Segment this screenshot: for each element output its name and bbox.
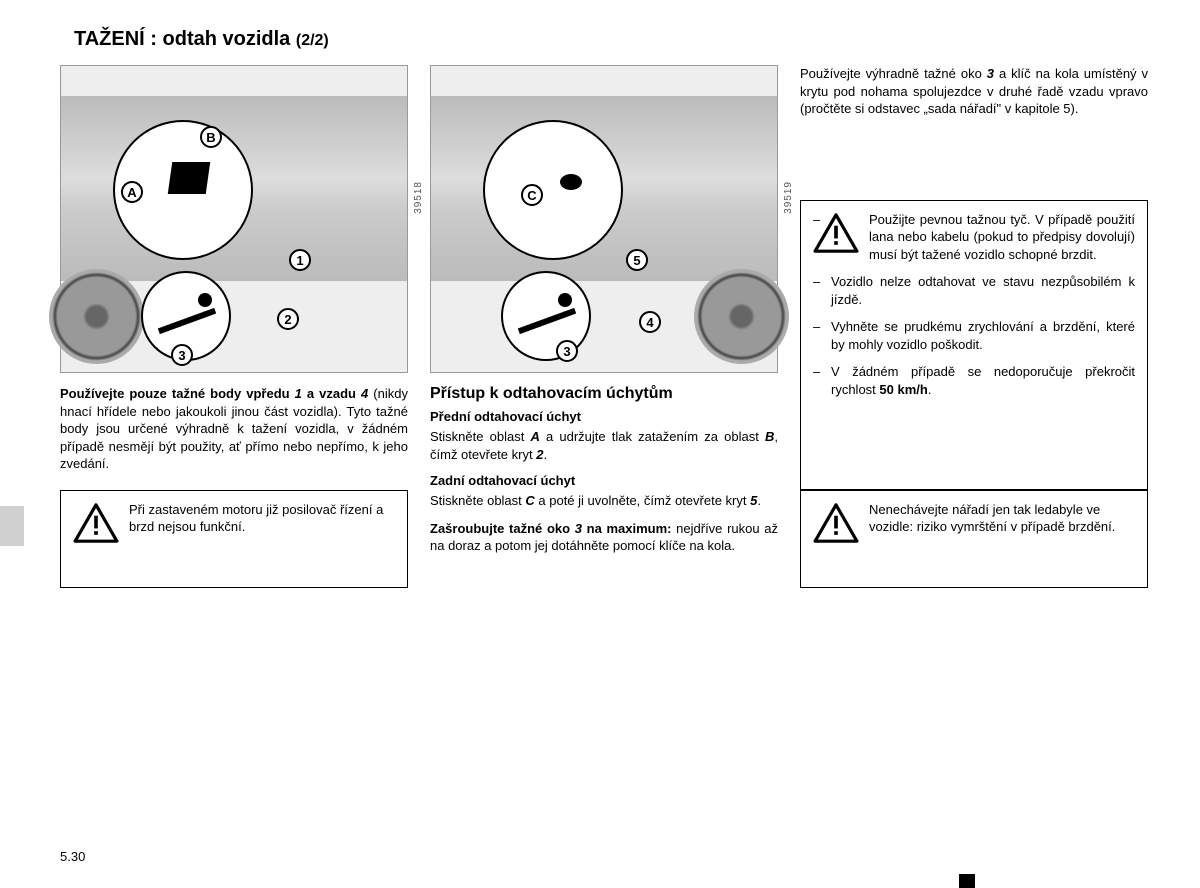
label-C: C <box>521 184 543 206</box>
wrench-shape <box>158 308 216 334</box>
side-tab <box>0 506 24 546</box>
warn-item-4: V žádném případě se nedoporučuje překroč… <box>813 363 1135 398</box>
label-1: 1 <box>289 249 311 271</box>
label-4: 4 <box>639 311 661 333</box>
content-columns: 39518 A B 1 2 3 Používejte pouze tažné b… <box>60 65 1150 588</box>
col2-heading: Přístup k odtahovacím úchytům <box>430 385 778 403</box>
col2-sub1: Přední odtahovací úchyt <box>430 409 778 424</box>
warn-item-3: Vyhněte se prudkému zrychlování a brzděn… <box>813 318 1135 353</box>
cover-shape <box>168 162 210 194</box>
label-B: B <box>200 126 222 148</box>
label-5: 5 <box>626 249 648 271</box>
label-A: A <box>121 181 143 203</box>
col1-para1: Používejte pouze tažné body vpředu 1 a v… <box>60 385 408 473</box>
wheel-illustration <box>49 269 144 364</box>
col2-p2: Stiskněte oblast C a poté ji uvolněte, č… <box>430 492 778 510</box>
warning-icon <box>813 503 859 543</box>
eye-shape <box>558 293 572 307</box>
wheel-illustration <box>694 269 789 364</box>
column-2: 39519 C 5 4 3 Přístup k odtahovacím úchy… <box>430 65 778 588</box>
warn-item-1: Použijte pevnou tažnou tyč. V případě po… <box>813 211 1135 264</box>
cover-shape <box>560 174 582 190</box>
label-3: 3 <box>171 344 193 366</box>
figure-front-tow: 39518 A B 1 2 3 <box>60 65 408 373</box>
page-number: 5.30 <box>60 849 85 864</box>
warning-box-tools: Nenechávejte nářadí jen tak ledabyle ve … <box>800 490 1148 588</box>
label-2: 2 <box>277 308 299 330</box>
col2-sub2: Zadní odtahovací úchyt <box>430 473 778 488</box>
title-main: TAŽENÍ : odtah vozidla <box>74 28 290 50</box>
column-3: Používejte výhradně tažné oko 3 a klíč n… <box>800 65 1148 588</box>
warn-item-2: Vozidlo nelze odtahovat ve stavu nezpůso… <box>813 273 1135 308</box>
crop-marker <box>959 874 975 888</box>
callout-cover-rear <box>483 120 623 260</box>
warning-text: Nenechávejte nářadí jen tak ledabyle ve … <box>869 502 1115 535</box>
figure-id: 39518 <box>413 181 424 214</box>
warning-box-steering: Při zastaveném motoru již posilovač říze… <box>60 490 408 588</box>
warning-text: Při zastaveném motoru již posilovač říze… <box>129 502 383 535</box>
label-3b: 3 <box>556 340 578 362</box>
eye-shape <box>198 293 212 307</box>
col3-top: Používejte výhradně tažné oko 3 a klíč n… <box>800 65 1148 118</box>
warning-icon <box>73 503 119 543</box>
col2-p3: Zašroubujte tažné oko 3 na maximum: nejd… <box>430 520 778 555</box>
col2-p1: Stiskněte oblast A a udržujte tlak zataž… <box>430 428 778 463</box>
warning-list: Použijte pevnou tažnou tyč. V případě po… <box>813 211 1135 399</box>
column-1: 39518 A B 1 2 3 Používejte pouze tažné b… <box>60 65 408 588</box>
title-sub: (2/2) <box>296 32 329 49</box>
page-title: TAŽENÍ : odtah vozidla (2/2) <box>74 28 1150 51</box>
figure-rear-tow: 39519 C 5 4 3 <box>430 65 778 373</box>
wrench-shape <box>518 308 576 334</box>
warning-box-main: Použijte pevnou tažnou tyč. V případě po… <box>800 200 1148 490</box>
figure-id: 39519 <box>783 181 794 214</box>
